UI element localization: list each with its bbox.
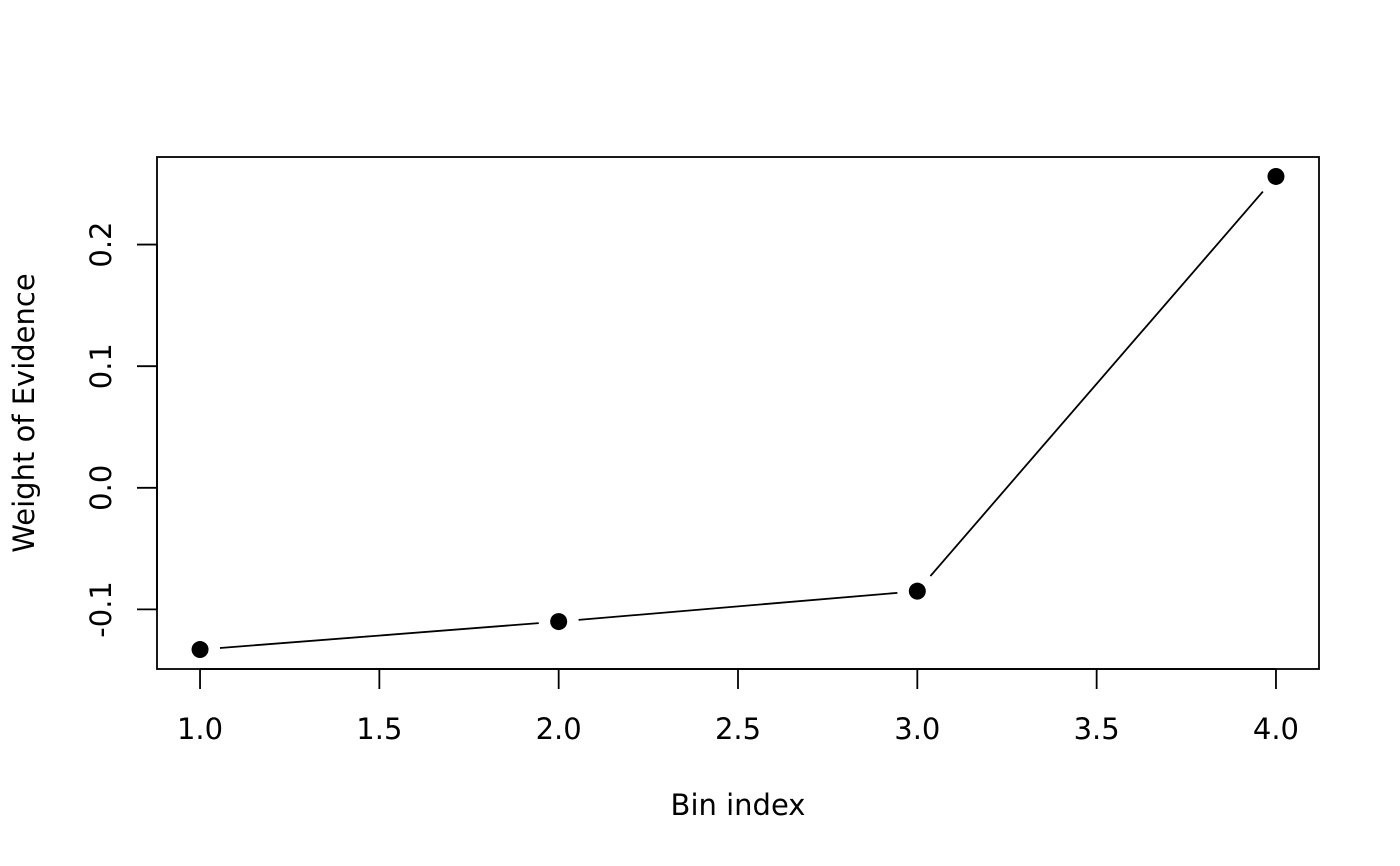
plot-frame bbox=[156, 156, 1320, 670]
y-axis-label: Weight of Evidence bbox=[7, 273, 41, 552]
data-point bbox=[1267, 167, 1285, 185]
x-tick-label: 4.0 bbox=[1253, 712, 1299, 746]
x-tick-label: 3.5 bbox=[1074, 712, 1120, 746]
x-axis: 1.0 1.5 2.0 2.5 3.0 3.5 4.0 bbox=[177, 668, 1299, 746]
x-tick-label: 3.0 bbox=[894, 712, 940, 746]
y-axis: -0.1 0.0 0.1 0.2 bbox=[84, 222, 158, 638]
series-line-segment bbox=[578, 591, 898, 621]
series bbox=[191, 167, 1285, 659]
x-tick-label: 2.0 bbox=[536, 712, 582, 746]
data-point bbox=[908, 582, 926, 600]
series-line-segment bbox=[219, 622, 539, 649]
data-point bbox=[550, 613, 568, 631]
y-tick-label: -0.1 bbox=[84, 581, 118, 638]
x-tick-label: 1.0 bbox=[177, 712, 223, 746]
y-tick-label: 0.2 bbox=[84, 222, 118, 268]
series-line-segment bbox=[929, 190, 1264, 577]
data-point bbox=[191, 641, 209, 659]
x-tick-label: 1.5 bbox=[356, 712, 402, 746]
x-tick-label: 2.5 bbox=[715, 712, 761, 746]
y-tick-label: 0.0 bbox=[84, 465, 118, 511]
x-axis-label: Bin index bbox=[671, 788, 806, 822]
y-tick-label: 0.1 bbox=[84, 343, 118, 389]
